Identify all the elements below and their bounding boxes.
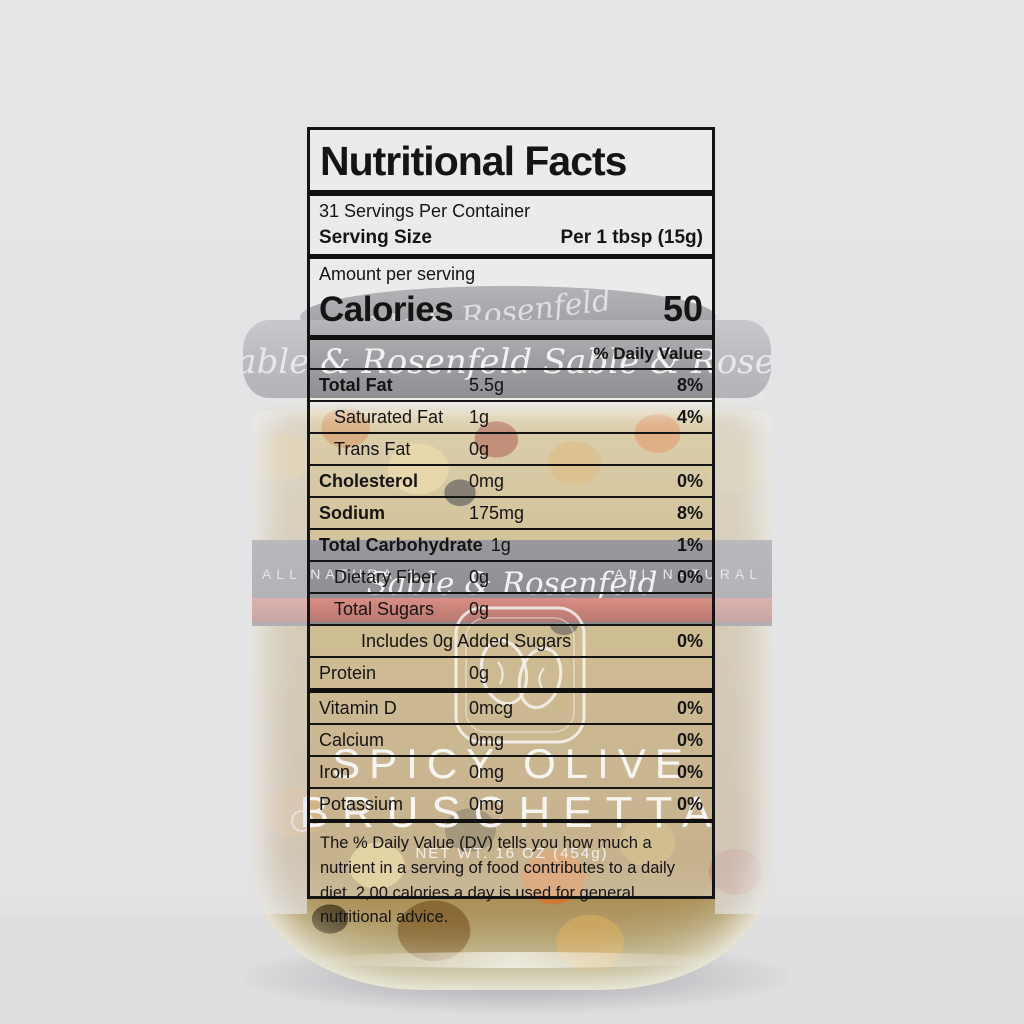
nutrient-row-trans-fat: Trans Fat 0g xyxy=(310,434,712,467)
red-ribbon xyxy=(252,598,772,622)
product-name-line1: SPICY OLIVE xyxy=(332,740,692,787)
nutrient-row-saturated-fat: Saturated Fat 1g 4% xyxy=(310,402,712,435)
daily-value-footnote: The % Daily Value (DV) tells you how muc… xyxy=(320,834,675,927)
all-natural-text-right: ALL NATURAL xyxy=(614,566,762,582)
nutrient-row-dietary-fiber: Dietary Fiber 0g 0% xyxy=(310,562,712,595)
net-weight-text: NET WT. 16 OZ (454g) xyxy=(415,845,609,862)
nutrient-row-total-sugars: Total Sugars 0g xyxy=(310,594,712,627)
nutrient-row-protein: Protein 0g xyxy=(310,658,712,694)
brand-script-text: Sable & Rosenfeld xyxy=(366,566,658,602)
serving-size-label: Serving Size xyxy=(319,227,432,249)
nutrient-row-vitamin-d: Vitamin D 0mcg 0% xyxy=(310,693,712,726)
all-natural-text-left: ALL NATURAL xyxy=(262,566,410,582)
nutrient-row-total-fat: Total Fat 5.5g 8% xyxy=(310,370,712,403)
jar-outline-illustration xyxy=(454,606,586,744)
nutrient-row-sodium: Sodium 175mg 8% xyxy=(310,498,712,531)
nutrient-row-potassium: Potassium 0mg 0% xyxy=(310,789,712,824)
nutrient-row-calcium: Calcium 0mg 0% xyxy=(310,725,712,758)
lid-rim-script-text: Sable & Rosenfeld Sable & Rosenfeld Sabl… xyxy=(243,342,771,382)
serving-info-section: 31 Servings Per Container Serving Size P… xyxy=(310,196,712,260)
nutrient-row-added-sugars: Includes 0g Added Sugars 0% xyxy=(310,626,712,659)
calories-value: 50 xyxy=(662,288,703,330)
calories-section: Amount per serving Calories 50 xyxy=(310,259,712,341)
calories-label: Calories xyxy=(319,290,454,330)
nutrient-row-iron: Iron 0mg 0% xyxy=(310,757,712,790)
nutrition-label: Nutritional Facts 31 Servings Per Contai… xyxy=(307,127,715,926)
nutrient-row-total-carbohydrate: Total Carbohydrate 1g 1% xyxy=(310,530,712,563)
nutrition-title: Nutritional Facts xyxy=(310,130,712,197)
nutrient-row-cholesterol: Cholesterol 0mg 0% xyxy=(310,466,712,499)
servings-per-container: 31 Servings Per Container xyxy=(319,201,531,222)
amount-per-serving: Amount per serving xyxy=(319,264,476,285)
serving-size-value: Per 1 tbsp (15g) xyxy=(560,227,703,249)
glass-base-highlight xyxy=(310,952,720,968)
daily-value-header: % Daily Value xyxy=(310,340,712,371)
product-name-line2: BRUSCHETTA xyxy=(299,788,725,837)
jar-lid-rim: Sable & Rosenfeld Sable & Rosenfeld Sabl… xyxy=(243,320,771,398)
